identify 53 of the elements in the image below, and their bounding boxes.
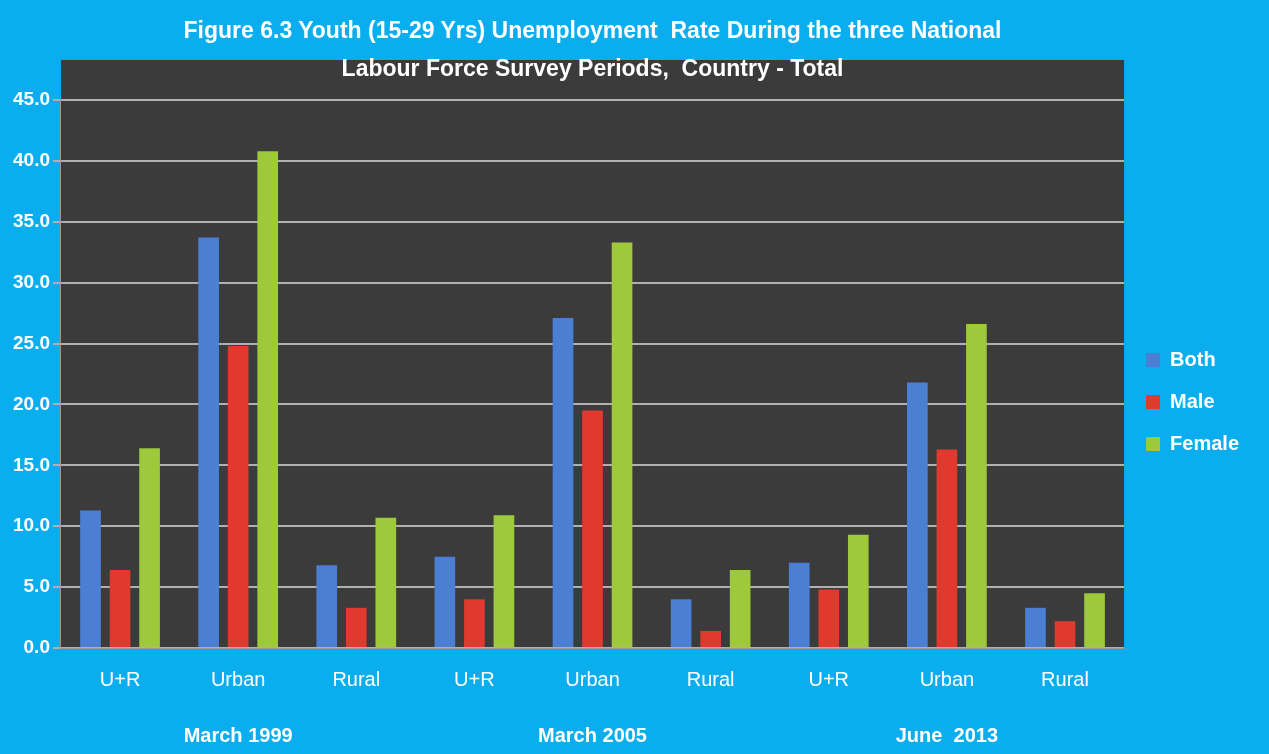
y-tick-label: 0.0 xyxy=(23,636,50,658)
text: March 1999 xyxy=(183,723,293,746)
bar xyxy=(729,570,751,647)
bar xyxy=(345,607,367,647)
y-tick-label: 10.0 xyxy=(13,514,50,536)
legend-label: Both xyxy=(1170,347,1216,370)
bar xyxy=(109,570,131,647)
y-tick-label: 45.0 xyxy=(13,88,50,110)
y-tick-label: 15.0 xyxy=(13,453,50,475)
bar xyxy=(936,449,958,647)
bar xyxy=(552,317,574,647)
legend-label: Male xyxy=(1170,389,1215,412)
bar xyxy=(582,410,603,647)
x-tick-label: Urban xyxy=(210,667,266,690)
bar xyxy=(493,515,515,647)
legend-label: Female xyxy=(1170,431,1240,454)
bar xyxy=(907,382,928,647)
bar xyxy=(257,151,279,647)
x-tick-label: U+R xyxy=(99,667,141,690)
bar xyxy=(788,562,810,647)
bar xyxy=(966,324,987,647)
x-tick-label: Rural xyxy=(332,667,381,690)
x-tick-label: U+R xyxy=(454,667,495,690)
bar xyxy=(700,630,721,647)
y-tick-label: 40.0 xyxy=(13,149,50,171)
bar xyxy=(375,517,397,647)
y-tick-label: 20.0 xyxy=(13,392,50,414)
bar xyxy=(316,565,338,647)
x-tick-label: Urban xyxy=(565,667,620,690)
bar xyxy=(1084,593,1105,647)
y-tick-label: 30.0 xyxy=(13,270,50,292)
bar xyxy=(434,556,456,647)
y-tick-label: 5.0 xyxy=(23,575,50,597)
bar xyxy=(1025,607,1046,647)
bar xyxy=(1054,621,1076,647)
x-tick-label: U+R xyxy=(808,667,850,690)
bar xyxy=(227,345,249,647)
text: June 2013 xyxy=(895,723,999,746)
bar xyxy=(670,599,692,647)
y-tick-label: 25.0 xyxy=(13,331,50,353)
bar xyxy=(611,242,633,647)
text: March 2005 xyxy=(538,723,648,746)
bar xyxy=(198,237,219,647)
bar xyxy=(139,448,160,647)
bar xyxy=(464,599,485,647)
y-tick-label: 35.0 xyxy=(13,210,50,232)
chart-title: Figure 6.3 Youth (15-29 Yrs) Unemployment Rate During the three National Labour Force Survey Periods, Country - Total xyxy=(183,17,1002,82)
bar xyxy=(847,534,869,647)
bar xyxy=(80,510,101,647)
x-tick-label: Urban xyxy=(919,667,975,690)
x-tick-label: Rural xyxy=(1041,667,1089,690)
x-tick-label: Rural xyxy=(686,667,735,690)
bar xyxy=(818,589,840,647)
